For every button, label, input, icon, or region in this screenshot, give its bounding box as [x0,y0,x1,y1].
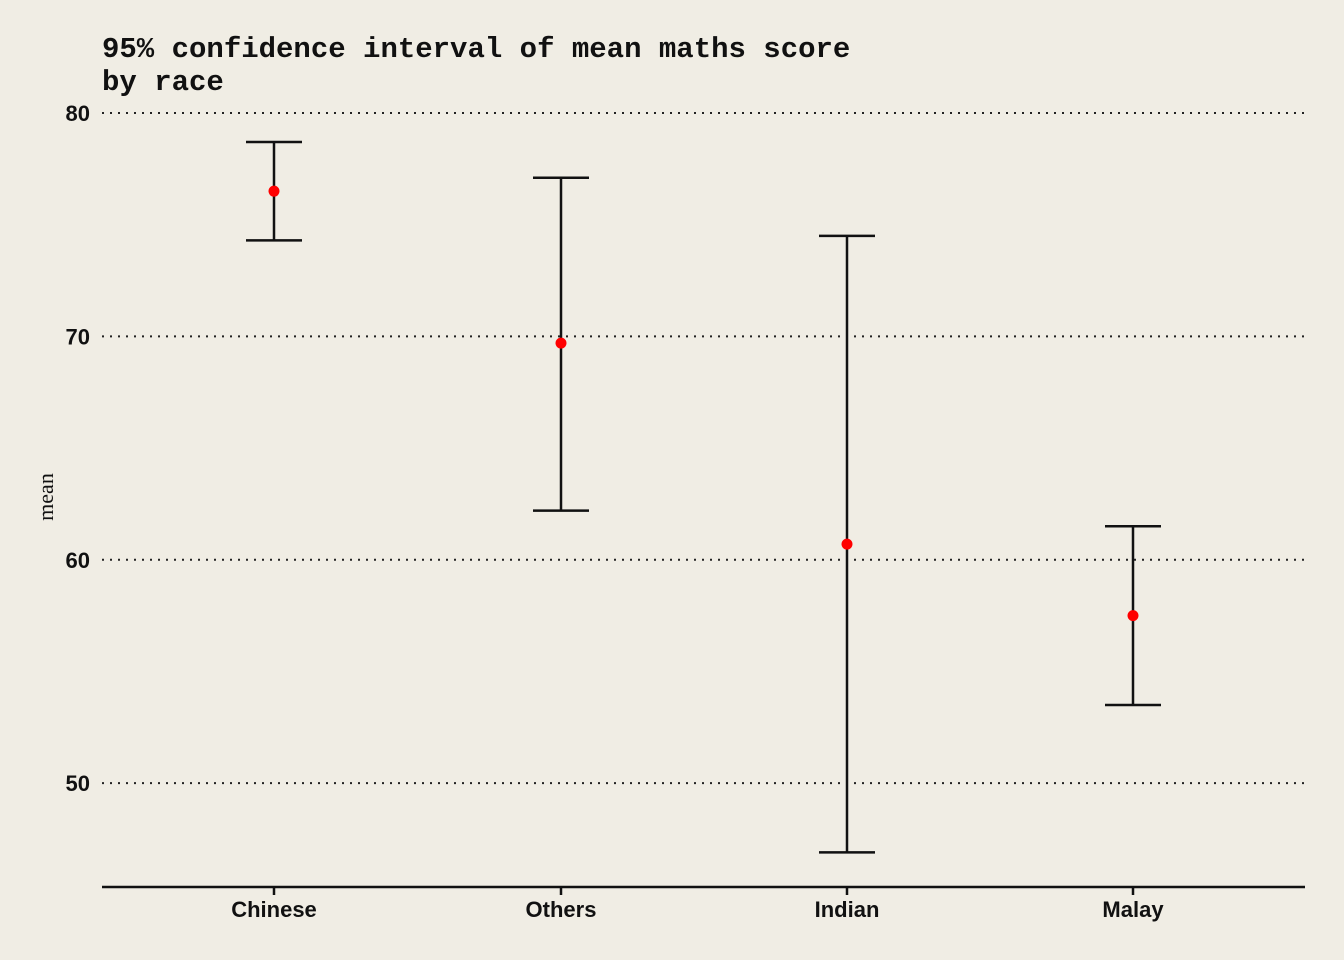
x-tick-label: Malay [1102,897,1164,922]
y-tick-label: 50 [66,771,90,796]
x-tick-label: Others [526,897,597,922]
x-tick-label: Indian [815,897,880,922]
mean-point-malay [1127,610,1139,622]
mean-point-chinese [268,185,280,197]
y-tick-label: 60 [66,548,90,573]
grid-layer [102,112,1305,785]
mean-point-others [555,337,567,349]
x-tick-layer: Chinese Others Indian Malay [231,887,1164,922]
mean-point-indian [841,538,853,550]
chart-title-line-1: 95% confidence interval of mean maths sc… [102,33,850,66]
y-tick-layer: 50 60 70 80 [66,101,90,796]
y-tick-label: 70 [66,324,90,349]
y-axis-label: mean [33,473,58,521]
chart-title-line-2: by race [102,66,224,99]
point-layer [268,185,1139,622]
y-tick-label: 80 [66,101,90,126]
x-tick-label: Chinese [231,897,317,922]
